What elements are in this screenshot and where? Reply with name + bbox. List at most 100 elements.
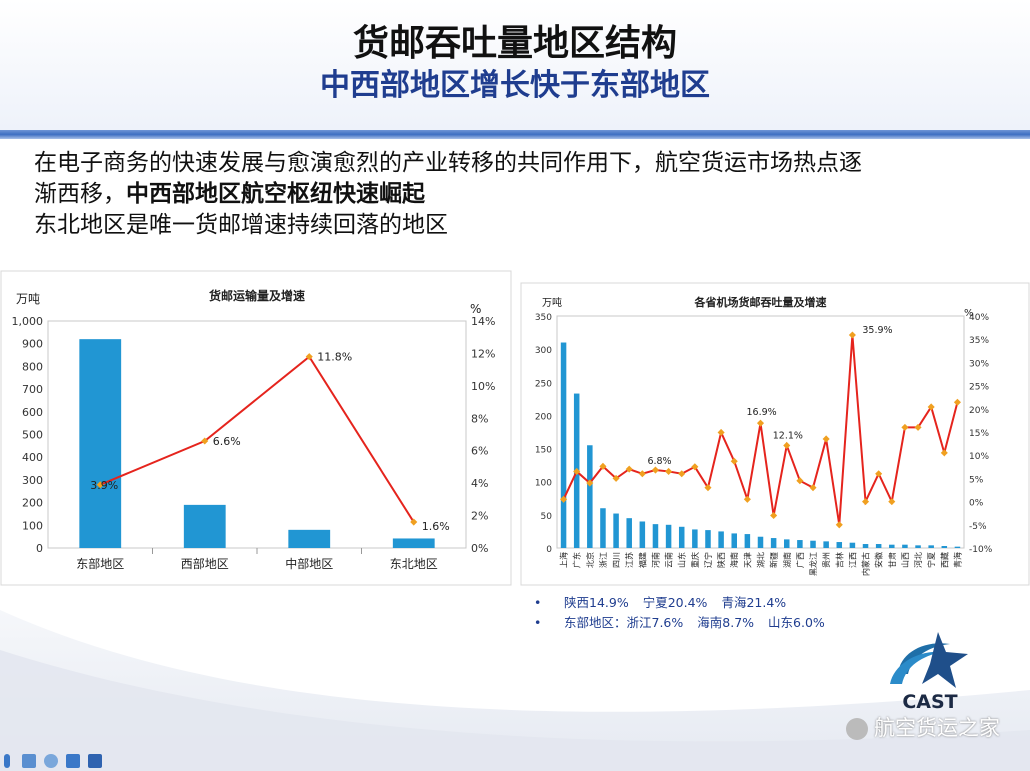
cast-logo: CAST <box>890 632 968 713</box>
y2-tick-label: 5% <box>969 475 984 485</box>
bar <box>941 546 948 548</box>
y-tick-label: 50 <box>541 512 553 522</box>
category-label: 四川 <box>612 552 621 568</box>
category-label: 重庆 <box>690 552 700 568</box>
growth-point <box>796 477 804 485</box>
y2-tick-label: 20% <box>969 406 989 416</box>
chart-panel <box>0 270 512 586</box>
category-label: 河南 <box>650 552 660 568</box>
shirt-icon[interactable] <box>66 754 80 768</box>
y2-tick-label: -10% <box>969 545 993 555</box>
growth-point <box>410 518 418 526</box>
y-tick-label: 100 <box>22 519 43 532</box>
bar <box>875 544 882 548</box>
intro-line-2-plain: 渐西移， <box>34 181 126 207</box>
y2-tick-label: 30% <box>969 359 989 369</box>
growth-point <box>940 449 948 457</box>
category-label: 北京 <box>585 552 595 568</box>
growth-point <box>560 495 568 503</box>
data-label: 3.9% <box>90 479 118 492</box>
growth-point <box>573 467 581 475</box>
growth-point <box>914 423 922 431</box>
data-label: 16.9% <box>747 407 777 418</box>
category-label: 黑龙江 <box>808 552 818 576</box>
y-tick-label: 700 <box>22 383 43 396</box>
bar <box>183 504 226 548</box>
bar <box>392 538 435 548</box>
y-tick-label: 600 <box>22 406 43 419</box>
bar <box>849 542 856 548</box>
grid-icon[interactable] <box>88 754 102 768</box>
bar <box>757 536 764 548</box>
category-label: 东部地区 <box>76 556 124 571</box>
note-item: 陕西14.9% <box>564 595 629 610</box>
y-tick-label: 500 <box>22 429 43 442</box>
growth-line <box>99 355 415 523</box>
intro-line-2-bold: 中西部地区航空枢纽快速崛起 <box>126 181 425 207</box>
note-item: 山东6.0% <box>768 615 825 630</box>
y-tick-label: 150 <box>535 446 552 456</box>
bar <box>784 539 790 548</box>
category-label: 山东 <box>677 552 687 568</box>
category-label: 河北 <box>913 552 923 568</box>
bar <box>600 508 606 548</box>
microphone-icon[interactable] <box>4 754 10 768</box>
category-label: 西部地区 <box>181 556 229 571</box>
y-tick-label: 300 <box>22 474 43 487</box>
category-label: 广东 <box>572 552 582 568</box>
data-label: 1.6% <box>422 520 450 533</box>
growth-point <box>305 353 313 361</box>
bar <box>810 540 816 548</box>
y2-tick-label: 12% <box>471 347 495 360</box>
bar <box>744 534 751 548</box>
category-label: 东北地区 <box>390 557 438 571</box>
keyboard-icon[interactable] <box>22 754 36 768</box>
y-tick-label: 200 <box>22 497 43 510</box>
bar <box>79 339 122 548</box>
y-tick-label: 350 <box>535 313 552 323</box>
y-tick-label: 0 <box>546 545 552 555</box>
bar <box>954 546 961 548</box>
category-label: 西藏 <box>939 552 949 568</box>
y-tick-label: 250 <box>535 379 552 389</box>
y2-axis-unit: % <box>470 302 481 316</box>
growth-point <box>953 398 961 406</box>
bar <box>915 545 921 548</box>
note-row-1: • 陕西14.9% 宁夏20.4% 青海21.4% <box>534 593 825 613</box>
y2-tick-label: 40% <box>969 313 989 323</box>
category-label: 内蒙古 <box>861 552 871 576</box>
y-tick-label: 200 <box>535 412 552 422</box>
y2-tick-label: 25% <box>969 383 989 393</box>
bar <box>678 526 685 548</box>
category-label: 福建 <box>637 552 647 568</box>
category-label: 辽宁 <box>703 552 713 568</box>
intro-line-1: 在电子商务的快速发展与愈演愈烈的产业转移的共同作用下，航空货运市场热点逐 <box>34 150 862 176</box>
watermark-text: 航空货运之家 <box>874 716 1000 740</box>
bar <box>889 544 895 548</box>
logo-star-icon <box>922 632 968 688</box>
header-band <box>0 130 1030 139</box>
growth-point <box>599 462 607 470</box>
growth-point <box>756 419 765 427</box>
bar <box>665 524 672 548</box>
y2-axis-unit: % <box>964 308 974 319</box>
category-label: 湖南 <box>782 552 792 568</box>
y-axis-unit: 万吨 <box>542 296 562 309</box>
y2-tick-label: 14% <box>471 315 495 328</box>
data-label: 35.9% <box>862 325 892 336</box>
user-icon[interactable] <box>44 754 58 768</box>
category-label: 天津 <box>742 552 752 568</box>
region-cargo-chart: 货邮运输量及增速 万吨% 0 100 200 300 400 500 600 700 800 900 1… <box>0 270 512 586</box>
note-item: 东部地区：浙江7.6% <box>564 615 684 630</box>
bar <box>928 545 934 548</box>
growth-point <box>783 441 791 449</box>
growth-point <box>743 495 751 503</box>
bar <box>770 538 777 548</box>
intro-line-3: 东北地区是唯一货邮增速持续回落的地区 <box>34 212 448 238</box>
category-label: 上海 <box>559 552 569 568</box>
data-label: 12.1% <box>773 430 803 441</box>
y2-tick-label: 35% <box>969 336 989 346</box>
bar <box>862 544 869 548</box>
category-label: 安徽 <box>874 552 884 568</box>
growth-point <box>730 457 738 465</box>
